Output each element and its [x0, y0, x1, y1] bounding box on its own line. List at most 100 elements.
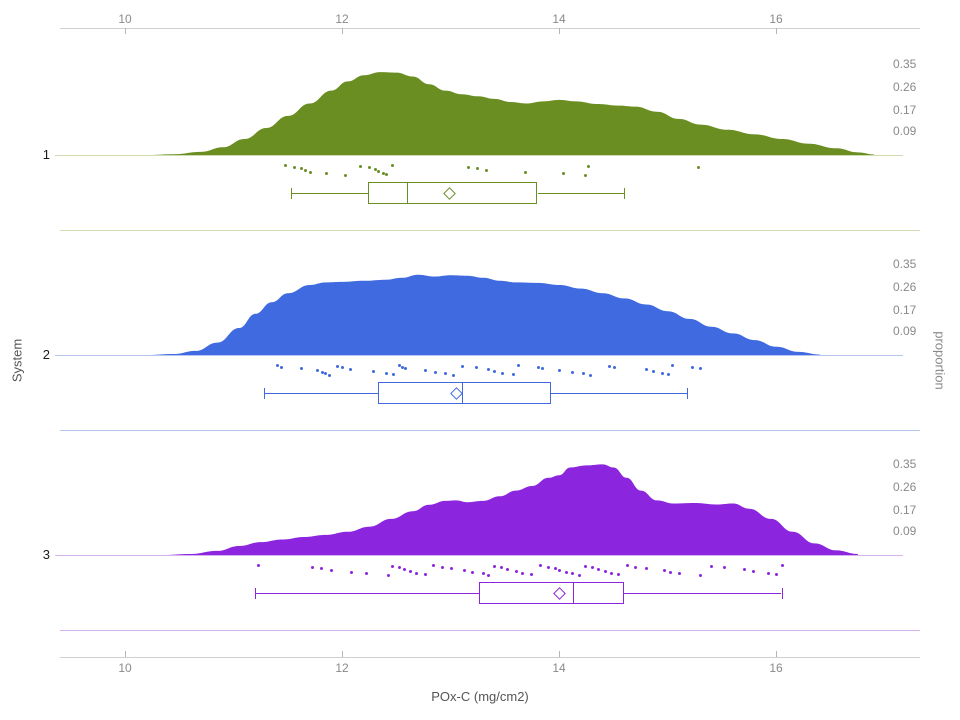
proportion-tick-label: 0.17 [893, 503, 917, 517]
proportion-tick-label: 0.17 [893, 103, 917, 117]
proportion-tick-label: 0.26 [893, 80, 917, 94]
rug-point [723, 566, 726, 569]
x-axis-top-tick-label: 10 [118, 12, 132, 26]
rug-point [276, 364, 279, 367]
rug-point [382, 172, 385, 175]
boxplot-box-system-1[interactable] [368, 182, 537, 204]
proportion-tick-label: 0.35 [893, 57, 917, 71]
x-axis-top-tick-label: 16 [769, 12, 783, 26]
rug-point [547, 566, 550, 569]
rug-point [325, 172, 328, 175]
rug-point [385, 372, 388, 375]
proportion-tick-label: 0.09 [893, 124, 917, 138]
rug-point [485, 169, 488, 172]
rug-point [487, 368, 490, 371]
panel-separator-3 [60, 630, 920, 631]
rug-point [571, 371, 574, 374]
boxplot-box-system-2[interactable] [378, 382, 551, 404]
rug-point [667, 373, 670, 376]
proportion-tick-label: 0.35 [893, 457, 917, 471]
panel-baseline-3 [68, 555, 903, 556]
density-curve-system-1 [146, 72, 875, 155]
rug-point [415, 572, 418, 575]
proportion-tick-label: 0.09 [893, 324, 917, 338]
rug-point [461, 365, 464, 368]
rug-point [558, 569, 561, 572]
rug-point [571, 572, 574, 575]
x-axis-bottom-tick-label: 10 [118, 661, 132, 675]
boxplot-whisker-high [624, 593, 781, 594]
boxplot-median-line [407, 182, 408, 204]
rug-point [284, 164, 287, 167]
rug-point [645, 368, 648, 371]
rug-point [669, 571, 672, 574]
panel-baseline-2 [68, 355, 903, 356]
rug-point [743, 568, 746, 571]
panel-separator-1 [60, 230, 920, 231]
rug-point [541, 367, 544, 370]
x-axis-top-tick-label: 14 [552, 12, 566, 26]
proportion-tick-label: 0.09 [893, 524, 917, 538]
rug-point [487, 574, 490, 577]
rug-point [613, 366, 616, 369]
x-axis-bottom-tick [342, 651, 343, 657]
rug-point [597, 568, 600, 571]
rug-point [558, 369, 561, 372]
proportion-tick-label: 0.26 [893, 480, 917, 494]
rug-point [336, 365, 339, 368]
rug-point [565, 571, 568, 574]
x-axis-title: POx-C (mg/cm2) [431, 689, 529, 704]
rug-point [476, 167, 479, 170]
rug-point [539, 564, 542, 567]
boxplot-box-system-3[interactable] [479, 582, 624, 604]
rug-point [678, 572, 681, 575]
rug-point [424, 369, 427, 372]
y-axis-category-label-1: 1 [42, 147, 50, 162]
x-axis-bottom-tick-label: 12 [335, 661, 349, 675]
rug-point [626, 564, 629, 567]
rug-point [359, 165, 362, 168]
rug-point [691, 366, 694, 369]
rug-point [767, 572, 770, 575]
boxplot-whisker-low [255, 593, 479, 594]
rug-point [404, 367, 407, 370]
x-axis-bottom-tick [776, 651, 777, 657]
rug-point [617, 573, 620, 576]
rug-point [634, 566, 637, 569]
rug-point [316, 369, 319, 372]
rug-point [584, 174, 587, 177]
rug-point [441, 566, 444, 569]
rug-point [578, 574, 581, 577]
rug-point [377, 170, 380, 173]
rug-point [372, 370, 375, 373]
boxplot-cap-high [782, 588, 783, 599]
rug-point [610, 572, 613, 575]
rug-point [434, 371, 437, 374]
rug-point [304, 169, 307, 172]
rug-point [521, 572, 524, 575]
rug-point [493, 565, 496, 568]
x-axis-top-tick [559, 28, 560, 34]
rug-point [398, 566, 401, 569]
rug-point [311, 566, 314, 569]
rug-point [257, 564, 260, 567]
rug-point [500, 566, 503, 569]
rug-point [699, 367, 702, 370]
rug-point [530, 573, 533, 576]
rug-point [562, 172, 565, 175]
rug-point [324, 372, 327, 375]
rug-point [482, 572, 485, 575]
rug-point [450, 567, 453, 570]
rug-point [409, 570, 412, 573]
rug-point [309, 171, 312, 174]
y-axis-category-label-3: 3 [42, 547, 50, 562]
rug-point [341, 366, 344, 369]
rug-point [424, 573, 427, 576]
boxplot-median-line [462, 382, 463, 404]
rug-point [475, 366, 478, 369]
rug-point [349, 368, 352, 371]
rug-point [300, 167, 303, 170]
rug-point [320, 567, 323, 570]
boxplot-cap-low [291, 188, 292, 199]
rug-point [321, 371, 324, 374]
